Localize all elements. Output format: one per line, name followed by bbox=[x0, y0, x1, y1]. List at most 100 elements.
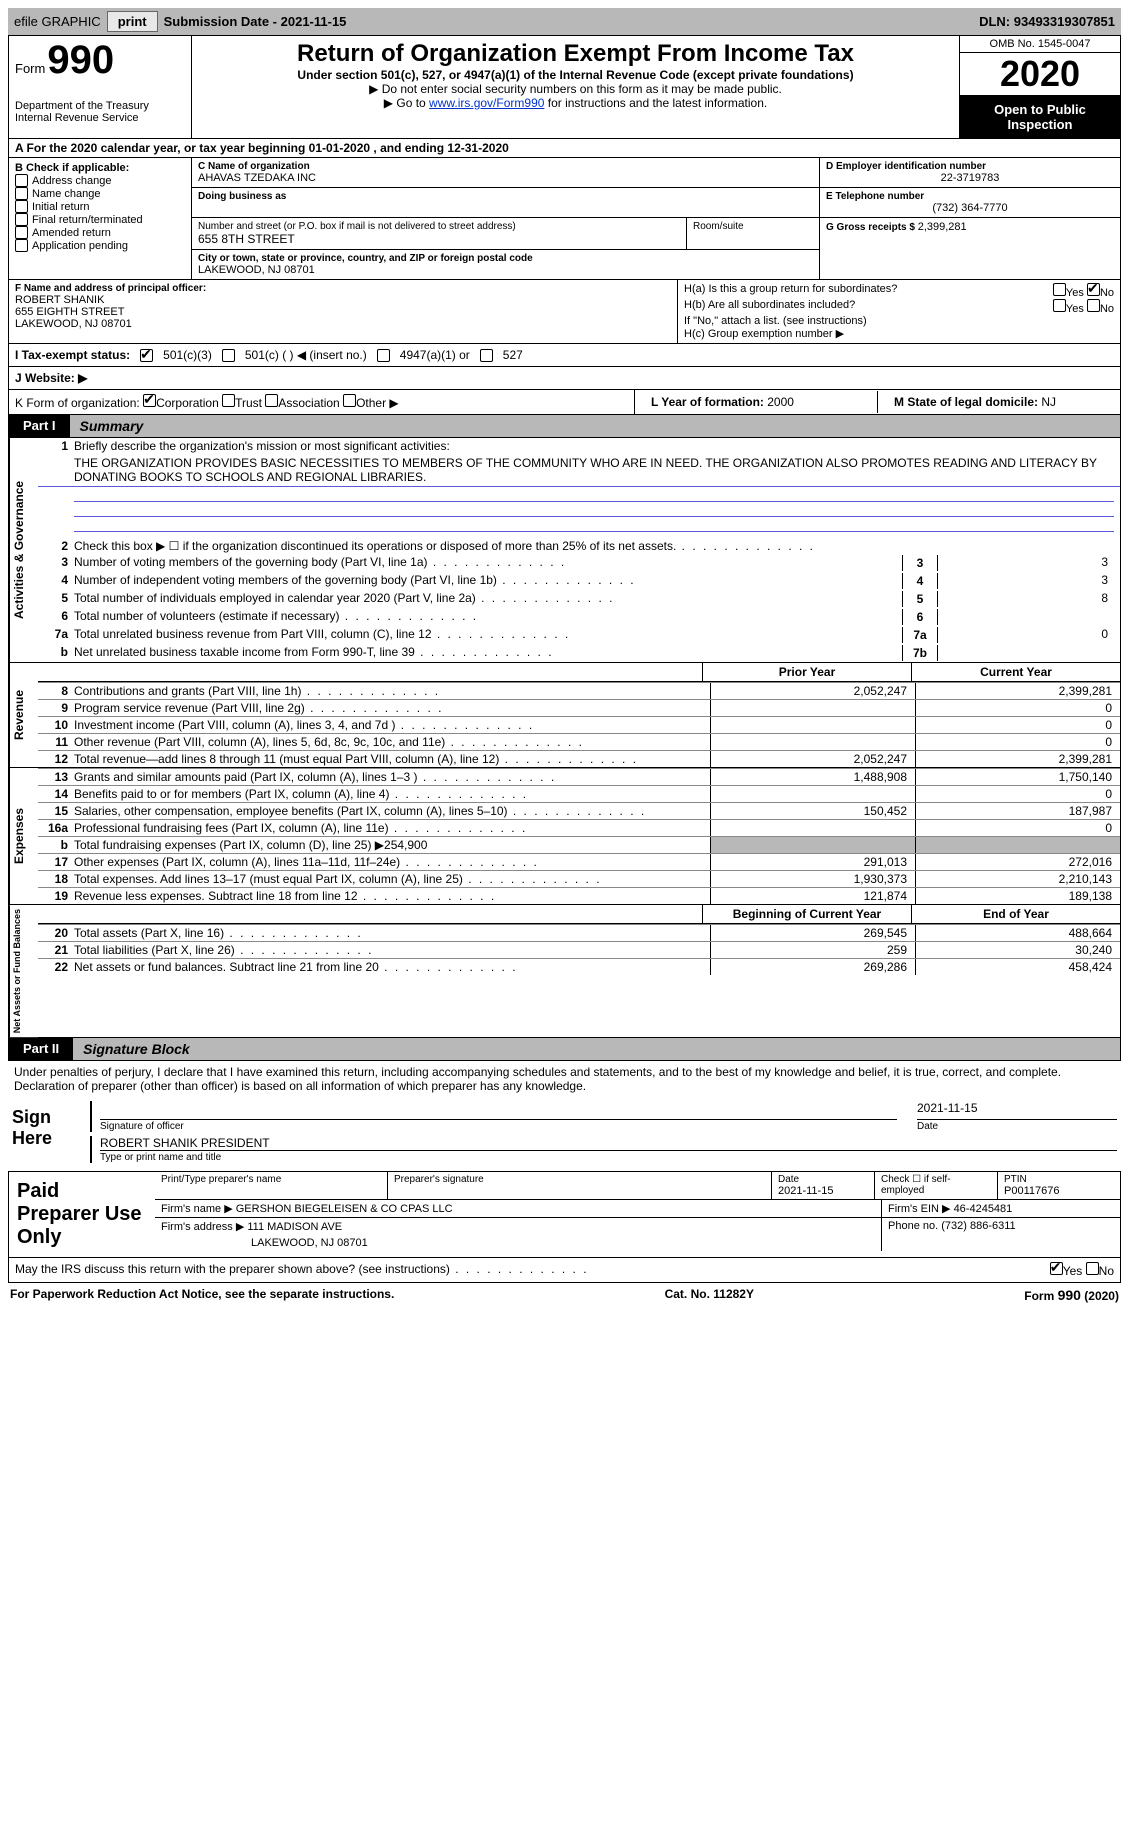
box-d-e-g: D Employer identification number 22-3719… bbox=[819, 158, 1120, 279]
form-word: Form bbox=[15, 61, 45, 76]
city-state-zip: LAKEWOOD, NJ 08701 bbox=[198, 264, 813, 276]
dln-label: DLN: 93493319307851 bbox=[979, 14, 1115, 29]
box-klm: K Form of organization: Corporation Trus… bbox=[8, 390, 1121, 415]
box-f: F Name and address of principal officer:… bbox=[9, 280, 678, 343]
firm-name: GERSHON BIEGELEISEN & CO CPAS LLC bbox=[236, 1203, 453, 1215]
financial-row: 14Benefits paid to or for members (Part … bbox=[38, 785, 1120, 802]
penalty-statement: Under penalties of perjury, I declare th… bbox=[8, 1061, 1121, 1097]
sign-here-block: Sign Here Signature of officer 2021-11-1… bbox=[8, 1097, 1121, 1171]
print-button[interactable]: print bbox=[107, 11, 158, 32]
financial-row: 15Salaries, other compensation, employee… bbox=[38, 802, 1120, 819]
governance-line: 3Number of voting members of the governi… bbox=[38, 554, 1120, 572]
info-block-fh: F Name and address of principal officer:… bbox=[8, 280, 1121, 344]
box-b: B Check if applicable: Address change Na… bbox=[9, 158, 192, 279]
top-toolbar: efile GRAPHIC print Submission Date - 20… bbox=[8, 8, 1121, 35]
checkbox-initial-return[interactable] bbox=[15, 200, 28, 213]
header-left: Form 990 Department of the Treasury Inte… bbox=[9, 36, 192, 138]
open-to-public: Open to Public Inspection bbox=[960, 96, 1120, 138]
netassets-block: Net Assets or Fund Balances Beginning of… bbox=[8, 905, 1121, 1038]
financial-row: 13Grants and similar amounts paid (Part … bbox=[38, 768, 1120, 785]
omb-number: OMB No. 1545-0047 bbox=[960, 36, 1120, 53]
checkbox-amended[interactable] bbox=[15, 226, 28, 239]
header-right: OMB No. 1545-0047 2020 Open to Public In… bbox=[960, 36, 1120, 138]
current-year-header: Current Year bbox=[911, 663, 1120, 681]
submission-date-label: Submission Date - 2021-11-15 bbox=[164, 14, 347, 29]
checkbox-hb-no[interactable] bbox=[1087, 299, 1100, 312]
governance-block: Activities & Governance 1Briefly describ… bbox=[8, 438, 1121, 663]
form-number: 990 bbox=[47, 40, 114, 80]
governance-line: 6Total number of volunteers (estimate if… bbox=[38, 608, 1120, 626]
financial-row: 11Other revenue (Part VIII, column (A), … bbox=[38, 733, 1120, 750]
mission-text: THE ORGANIZATION PROVIDES BASIC NECESSIT… bbox=[38, 454, 1120, 487]
prior-year-header: Prior Year bbox=[702, 663, 911, 681]
governance-line: 4Number of independent voting members of… bbox=[38, 572, 1120, 590]
phone: (732) 364-7770 bbox=[826, 202, 1114, 214]
info-block-top: B Check if applicable: Address change Na… bbox=[8, 158, 1121, 280]
form990-link[interactable]: www.irs.gov/Form990 bbox=[429, 96, 544, 110]
box-l: L Year of formation: 2000 bbox=[645, 391, 878, 413]
box-k: K Form of organization: Corporation Trus… bbox=[9, 390, 635, 414]
box-m: M State of legal domicile: NJ bbox=[888, 391, 1120, 413]
governance-tab: Activities & Governance bbox=[9, 438, 38, 662]
governance-line: bNet unrelated business taxable income f… bbox=[38, 644, 1120, 662]
gross-receipts: 2,399,281 bbox=[918, 221, 967, 233]
checkbox-501c[interactable] bbox=[222, 349, 235, 362]
checkbox-final-return[interactable] bbox=[15, 213, 28, 226]
note-goto: ▶ Go to www.irs.gov/Form990 for instruct… bbox=[198, 96, 953, 110]
governance-line: 7aTotal unrelated business revenue from … bbox=[38, 626, 1120, 644]
box-j: J Website: ▶ bbox=[8, 367, 1121, 390]
revenue-block: Revenue Prior Year Current Year 8Contrib… bbox=[8, 663, 1121, 768]
checkbox-trust[interactable] bbox=[222, 394, 235, 407]
box-i: I Tax-exempt status: 501(c)(3) 501(c) ( … bbox=[8, 344, 1121, 367]
note-no-ssn: ▶ Do not enter social security numbers o… bbox=[198, 82, 953, 96]
checkbox-discuss-no[interactable] bbox=[1086, 1262, 1099, 1275]
checkbox-discuss-yes[interactable] bbox=[1050, 1262, 1063, 1275]
financial-row: 20Total assets (Part X, line 16)269,5454… bbox=[38, 924, 1120, 941]
financial-row: 9Program service revenue (Part VIII, lin… bbox=[38, 699, 1120, 716]
financial-row: 17Other expenses (Part IX, column (A), l… bbox=[38, 853, 1120, 870]
checkbox-ha-yes[interactable] bbox=[1053, 283, 1066, 296]
paid-preparer-block: Paid Preparer Use Only Print/Type prepar… bbox=[8, 1171, 1121, 1258]
financial-row: 21Total liabilities (Part X, line 26)259… bbox=[38, 941, 1120, 958]
form-subtitle: Under section 501(c), 527, or 4947(a)(1)… bbox=[198, 68, 953, 82]
discuss-row: May the IRS discuss this return with the… bbox=[8, 1258, 1121, 1283]
box-h: H(a) Is this a group return for subordin… bbox=[678, 280, 1120, 343]
tax-year: 2020 bbox=[960, 53, 1120, 96]
dept-treasury: Department of the Treasury Internal Reve… bbox=[15, 100, 185, 124]
checkbox-name-change[interactable] bbox=[15, 187, 28, 200]
governance-line: 5Total number of individuals employed in… bbox=[38, 590, 1120, 608]
checkbox-other[interactable] bbox=[343, 394, 356, 407]
part-ii-header: Part II Signature Block bbox=[8, 1038, 1121, 1061]
period-row: A For the 2020 calendar year, or tax yea… bbox=[8, 139, 1121, 158]
checkbox-hb-yes[interactable] bbox=[1053, 299, 1066, 312]
form-header: Form 990 Department of the Treasury Inte… bbox=[8, 35, 1121, 139]
checkbox-corp[interactable] bbox=[143, 394, 156, 407]
checkbox-address-change[interactable] bbox=[15, 174, 28, 187]
checkbox-527[interactable] bbox=[480, 349, 493, 362]
expenses-block: Expenses 13Grants and similar amounts pa… bbox=[8, 768, 1121, 905]
financial-row: 16aProfessional fundraising fees (Part I… bbox=[38, 819, 1120, 836]
end-year-header: End of Year bbox=[911, 905, 1120, 923]
financial-row: 10Investment income (Part VIII, column (… bbox=[38, 716, 1120, 733]
netassets-tab: Net Assets or Fund Balances bbox=[9, 905, 38, 1037]
org-name: AHAVAS TZEDAKA INC bbox=[198, 172, 813, 184]
checkbox-assoc[interactable] bbox=[265, 394, 278, 407]
header-center: Return of Organization Exempt From Incom… bbox=[192, 36, 960, 138]
financial-row: 12Total revenue—add lines 8 through 11 (… bbox=[38, 750, 1120, 767]
ein: 22-3719783 bbox=[826, 172, 1114, 184]
checkbox-4947[interactable] bbox=[377, 349, 390, 362]
checkbox-app-pending[interactable] bbox=[15, 239, 28, 252]
beginning-year-header: Beginning of Current Year bbox=[702, 905, 911, 923]
revenue-tab: Revenue bbox=[9, 663, 38, 767]
financial-row: bTotal fundraising expenses (Part IX, co… bbox=[38, 836, 1120, 853]
box-c: C Name of organization AHAVAS TZEDAKA IN… bbox=[192, 158, 819, 279]
financial-row: 8Contributions and grants (Part VIII, li… bbox=[38, 682, 1120, 699]
financial-row: 18Total expenses. Add lines 13–17 (must … bbox=[38, 870, 1120, 887]
form-title: Return of Organization Exempt From Incom… bbox=[198, 40, 953, 68]
officer-name: ROBERT SHANIK PRESIDENT bbox=[100, 1136, 1117, 1150]
expenses-tab: Expenses bbox=[9, 768, 38, 904]
checkbox-ha-no[interactable] bbox=[1087, 283, 1100, 296]
part-i-header: Part I Summary bbox=[8, 415, 1121, 438]
street-address: 655 8TH STREET bbox=[198, 232, 680, 246]
checkbox-501c3[interactable] bbox=[140, 349, 153, 362]
